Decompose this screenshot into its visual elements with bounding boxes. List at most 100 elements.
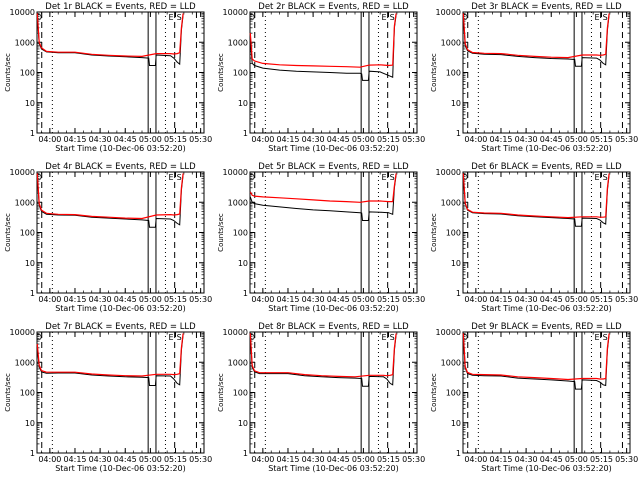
x-tick-label: 04:30: [515, 295, 538, 304]
marker-letter: D: [36, 333, 42, 342]
y-tick-label: 1: [30, 129, 35, 138]
x-axis-label: Start Time (10-Dec-06 03:52:20): [481, 304, 612, 313]
panel-4: Det 4r BLACK = Events, RED = LLD 1 10 100 10…: [4, 162, 212, 313]
series-line-lld: [249, 173, 397, 203]
marker-letter: S: [177, 173, 182, 182]
y-tick-label: 10: [451, 419, 461, 428]
x-tick-label: 05:00: [565, 135, 588, 144]
marker-letter: E: [595, 333, 600, 342]
y-tick-label: 1000: [228, 38, 248, 47]
y-tick-label: 10: [25, 99, 35, 108]
y-tick-label: 100: [446, 69, 461, 78]
x-axis-label: Start Time (10-Dec-06 03:52:20): [268, 304, 399, 313]
panel-title: Det 3r BLACK = Events, RED = LLD: [471, 2, 622, 12]
series-line-events: [249, 14, 397, 81]
x-tick-label: 05:00: [352, 135, 375, 144]
x-axis-label: Start Time (10-Dec-06 03:52:20): [55, 144, 186, 153]
y-tick-label: 1000: [15, 198, 35, 207]
series-line-lld: [36, 13, 184, 58]
marker-letter: S: [603, 173, 608, 182]
marker-letter: D: [249, 13, 255, 22]
x-axis-label: Start Time (10-Dec-06 03:52:20): [481, 144, 612, 153]
panel-1: Det 1r BLACK = Events, RED = LLD 1 10 100 10…: [4, 2, 212, 153]
y-tick-label: 10000: [223, 168, 248, 177]
x-tick-label: 04:45: [114, 455, 137, 464]
x-tick-label: 05:30: [615, 295, 638, 304]
x-tick-label: 05:00: [352, 455, 375, 464]
x-tick-label: 05:15: [590, 135, 613, 144]
series-line-lld: [462, 13, 610, 59]
x-tick-label: 04:45: [540, 135, 563, 144]
x-tick-label: 05:30: [402, 295, 425, 304]
y-tick-label: 100: [446, 389, 461, 398]
x-tick-label: 05:15: [377, 455, 400, 464]
panel-title: Det 5r BLACK = Events, RED = LLD: [258, 162, 409, 172]
y-tick-label: 1000: [228, 358, 248, 367]
y-tick-label: 1: [456, 449, 461, 458]
series-line-lld: [36, 333, 184, 377]
x-tick-label: 04:30: [302, 295, 325, 304]
x-tick-label: 05:30: [189, 455, 212, 464]
x-tick-label: 05:15: [590, 455, 613, 464]
y-tick-label: 10: [238, 99, 248, 108]
x-tick-label: 04:15: [276, 295, 299, 304]
y-tick-label: 1000: [15, 38, 35, 47]
x-tick-label: 04:30: [302, 455, 325, 464]
x-tick-label: 05:00: [565, 295, 588, 304]
y-tick-label: 1: [243, 449, 248, 458]
y-axis-label: Counts/sec: [4, 53, 12, 92]
y-tick-label: 100: [20, 389, 35, 398]
x-tick-label: 05:00: [565, 455, 588, 464]
plot-frame: [462, 171, 631, 294]
marker-letter: E: [382, 173, 387, 182]
marker-letter: D: [249, 173, 255, 182]
plot-frame: [249, 171, 418, 294]
plot-frame: [462, 331, 631, 454]
x-axis-label: Start Time (10-Dec-06 03:52:20): [268, 464, 399, 473]
y-tick-label: 1: [30, 449, 35, 458]
y-tick-label: 100: [20, 69, 35, 78]
x-tick-label: 04:15: [63, 135, 86, 144]
x-tick-label: 05:30: [189, 295, 212, 304]
y-tick-label: 10: [25, 259, 35, 268]
x-tick-label: 05:30: [402, 135, 425, 144]
y-tick-label: 1: [456, 129, 461, 138]
series-line-lld: [249, 333, 397, 378]
x-tick-label: 04:15: [276, 455, 299, 464]
panel-8: Det 8r BLACK = Events, RED = LLD 1 10 100 10…: [217, 322, 425, 473]
panel-7: Det 7r BLACK = Events, RED = LLD 1 10 100 10…: [4, 322, 212, 473]
marker-letter: S: [390, 173, 395, 182]
series-line-events: [36, 174, 184, 228]
y-tick-label: 10: [451, 99, 461, 108]
x-tick-label: 05:30: [615, 455, 638, 464]
plot-frame: [36, 331, 205, 454]
marker-letter: S: [390, 13, 395, 22]
y-tick-label: 10000: [223, 328, 248, 337]
y-tick-label: 1: [30, 289, 35, 298]
series-line-lld: [36, 173, 184, 220]
x-tick-label: 04:30: [302, 135, 325, 144]
x-axis-label: Start Time (10-Dec-06 03:52:20): [55, 304, 186, 313]
y-tick-label: 10000: [436, 8, 461, 17]
marker-letter: E: [382, 333, 387, 342]
series-line-events: [462, 14, 610, 67]
plot-frame: [36, 11, 205, 134]
x-tick-label: 04:45: [540, 455, 563, 464]
x-axis-label: Start Time (10-Dec-06 03:52:20): [268, 144, 399, 153]
y-tick-label: 1000: [15, 358, 35, 367]
x-tick-label: 05:15: [590, 295, 613, 304]
y-tick-label: 1000: [228, 198, 248, 207]
panel-3: Det 3r BLACK = Events, RED = LLD 1 10 100 10…: [430, 2, 638, 153]
x-axis-label: Start Time (10-Dec-06 03:52:20): [481, 464, 612, 473]
series-line-events: [36, 334, 184, 386]
panel-6: Det 6r BLACK = Events, RED = LLD 1 10 100 10…: [430, 162, 638, 313]
plot-frame: [249, 331, 418, 454]
series-line-events: [36, 14, 184, 66]
x-tick-label: 05:15: [377, 135, 400, 144]
x-tick-label: 05:15: [377, 295, 400, 304]
x-tick-label: 04:15: [63, 455, 86, 464]
x-tick-label: 04:45: [327, 295, 350, 304]
x-tick-label: 04:00: [251, 135, 274, 144]
series-line-lld: [462, 173, 610, 219]
